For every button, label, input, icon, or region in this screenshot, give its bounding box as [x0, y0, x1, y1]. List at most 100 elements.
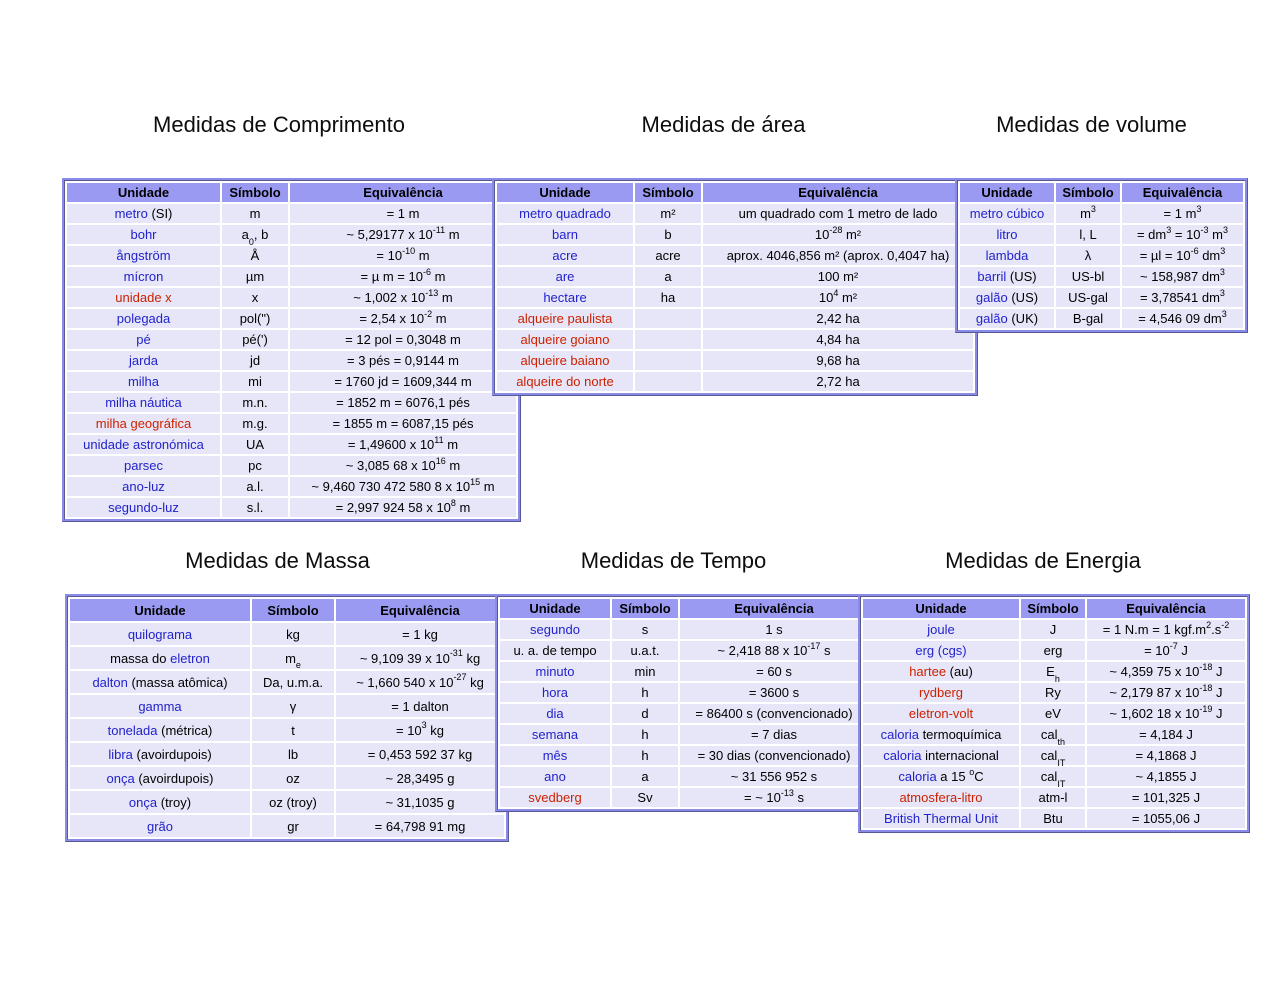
- unit-link[interactable]: erg (cgs): [915, 643, 967, 658]
- symbol-cell: γ: [252, 695, 334, 717]
- unit-link[interactable]: hectare: [543, 290, 587, 305]
- unit-link[interactable]: jarda: [129, 353, 158, 368]
- unit-link[interactable]: caloria: [883, 748, 922, 763]
- equivalence-cell: ~ 4,359 75 x 10-18 J: [1087, 662, 1245, 681]
- unit-cell: ano-luz: [67, 477, 220, 496]
- unit-link[interactable]: barril: [977, 269, 1007, 284]
- unit-link[interactable]: metro quadrado: [519, 206, 611, 221]
- equivalence-cell: = 1 m: [290, 204, 516, 223]
- unit-link[interactable]: parsec: [123, 458, 164, 473]
- equivalence-cell: = 10-10 m: [290, 246, 516, 265]
- area-row: alqueire baiano 9,68 ha: [497, 351, 973, 370]
- unit-text: (avoirdupois): [134, 770, 214, 786]
- unit-cell: svedberg: [500, 788, 610, 807]
- table-comprimento-wrap: Unidade Símbolo Equivalência metro (SI) m = 1…: [62, 178, 521, 522]
- unit-link[interactable]: milha náutica: [105, 395, 182, 410]
- unit-link[interactable]: alqueire baiano: [520, 353, 610, 368]
- unit-link[interactable]: segundo-luz: [108, 500, 179, 515]
- symbol-cell: a: [635, 267, 701, 286]
- unit-link[interactable]: are: [555, 269, 575, 284]
- area-header-simbolo: Símbolo: [635, 183, 701, 202]
- comprimento-row: segundo-luz s.l. = 2,997 924 58 x 108 m: [67, 498, 516, 517]
- equivalence-cell: = dm3 = 10-3 m3: [1122, 225, 1243, 244]
- unit-link[interactable]: tonelada: [107, 722, 158, 738]
- comprimento-row: ano-luz a.l. ~ 9,460 730 472 580 8 x 1015 …: [67, 477, 516, 496]
- unit-cell: gamma: [70, 695, 250, 717]
- unit-link[interactable]: milha geográfica: [95, 416, 192, 431]
- unit-cell: barril (US): [960, 267, 1054, 286]
- energia-row: caloria termoquímica calth = 4,184 J: [863, 725, 1245, 746]
- unit-link[interactable]: polegada: [116, 311, 171, 326]
- unit-link[interactable]: acre: [552, 248, 578, 263]
- unit-link[interactable]: alqueire paulista: [517, 311, 613, 326]
- equivalence-cell: ~ 1,602 18 x 10-19 J: [1087, 704, 1245, 723]
- unit-link[interactable]: galão: [975, 290, 1008, 305]
- unit-link[interactable]: ångström: [116, 248, 171, 263]
- unit-link[interactable]: onça: [128, 794, 158, 810]
- unit-link[interactable]: libra: [108, 746, 133, 762]
- symbol-cell: mi: [222, 372, 288, 391]
- unit-link[interactable]: bohr: [130, 227, 157, 242]
- unit-link[interactable]: unidade x: [115, 290, 172, 305]
- unit-cell: u. a. de tempo: [500, 641, 610, 660]
- symbol-cell: Da, u.m.a.: [252, 671, 334, 693]
- unit-link[interactable]: onça: [106, 770, 135, 786]
- unit-link[interactable]: svedberg: [528, 790, 582, 805]
- tempo-row: hora h = 3600 s: [500, 683, 868, 702]
- symbol-cell: UA: [222, 435, 288, 454]
- unit-link[interactable]: joule: [927, 622, 955, 637]
- unit-link[interactable]: eletron: [170, 650, 210, 666]
- unit-link[interactable]: alqueire do norte: [516, 374, 614, 389]
- unit-link[interactable]: lambda: [985, 248, 1029, 263]
- unit-cell: tonelada (métrica): [70, 719, 250, 741]
- unit-link[interactable]: alqueire goiano: [520, 332, 610, 347]
- unit-link[interactable]: barn: [551, 227, 579, 242]
- unit-link[interactable]: atmosfera-litro: [899, 790, 983, 805]
- unit-cell: eletron-volt: [863, 704, 1019, 723]
- unit-link[interactable]: hora: [541, 685, 569, 700]
- unit-cell: milha geográfica: [67, 414, 220, 433]
- unit-link[interactable]: milha: [127, 374, 160, 389]
- unit-cell: mês: [500, 746, 610, 765]
- symbol-cell: u.a.t.: [612, 641, 678, 660]
- unit-link[interactable]: ano: [544, 769, 566, 784]
- unit-link[interactable]: unidade astronómica: [83, 437, 204, 452]
- unit-cell: onça (avoirdupois): [70, 767, 250, 789]
- unit-link[interactable]: metro: [114, 206, 148, 221]
- massa-row: gamma γ = 1 dalton: [70, 695, 504, 717]
- unit-link[interactable]: segundo: [530, 622, 580, 637]
- symbol-cell: calIT: [1021, 767, 1085, 788]
- volume-row: lambda λ = µl = 10-6 dm3: [960, 246, 1243, 265]
- unit-link[interactable]: minuto: [535, 664, 575, 679]
- unit-link[interactable]: dia: [546, 706, 564, 721]
- unit-link[interactable]: caloria: [898, 769, 937, 784]
- equivalence-cell: = 103 kg: [336, 719, 504, 741]
- unit-link[interactable]: rydberg: [918, 685, 964, 700]
- unit-link[interactable]: eletron-volt: [908, 706, 974, 721]
- unit-link[interactable]: dalton: [92, 674, 128, 690]
- equivalence-cell: 2,72 ha: [703, 372, 973, 391]
- unit-text: u. a. de tempo: [513, 643, 597, 658]
- symbol-cell: acre: [635, 246, 701, 265]
- comprimento-table: Unidade Símbolo Equivalência metro (SI) m = 1…: [62, 178, 521, 522]
- unit-link[interactable]: hartee: [909, 664, 947, 679]
- unit-link[interactable]: ano-luz: [122, 479, 165, 494]
- volume-row: galão (UK) B-gal = 4,546 09 dm3: [960, 309, 1243, 328]
- unit-link[interactable]: mês: [542, 748, 568, 763]
- symbol-cell: m.g.: [222, 414, 288, 433]
- unit-link[interactable]: caloria: [880, 727, 919, 742]
- unit-link[interactable]: semana: [531, 727, 579, 742]
- unit-link[interactable]: grão: [146, 818, 174, 834]
- unit-link[interactable]: British Thermal Unit: [884, 811, 998, 826]
- equivalence-cell: = µl = 10-6 dm3: [1122, 246, 1243, 265]
- unit-link[interactable]: gamma: [138, 698, 182, 714]
- unit-link[interactable]: mícron: [123, 269, 164, 284]
- energia-row: caloria a 15 oC calIT ~ 4,1855 J: [863, 767, 1245, 788]
- unit-link[interactable]: pé: [136, 332, 151, 347]
- unit-link[interactable]: galão: [975, 311, 1008, 326]
- area-row: barn b 10-28 m²: [497, 225, 973, 244]
- unit-link[interactable]: litro: [996, 227, 1018, 242]
- area-row: are a 100 m²: [497, 267, 973, 286]
- unit-link[interactable]: quilograma: [127, 626, 193, 642]
- unit-link[interactable]: metro cúbico: [969, 206, 1045, 221]
